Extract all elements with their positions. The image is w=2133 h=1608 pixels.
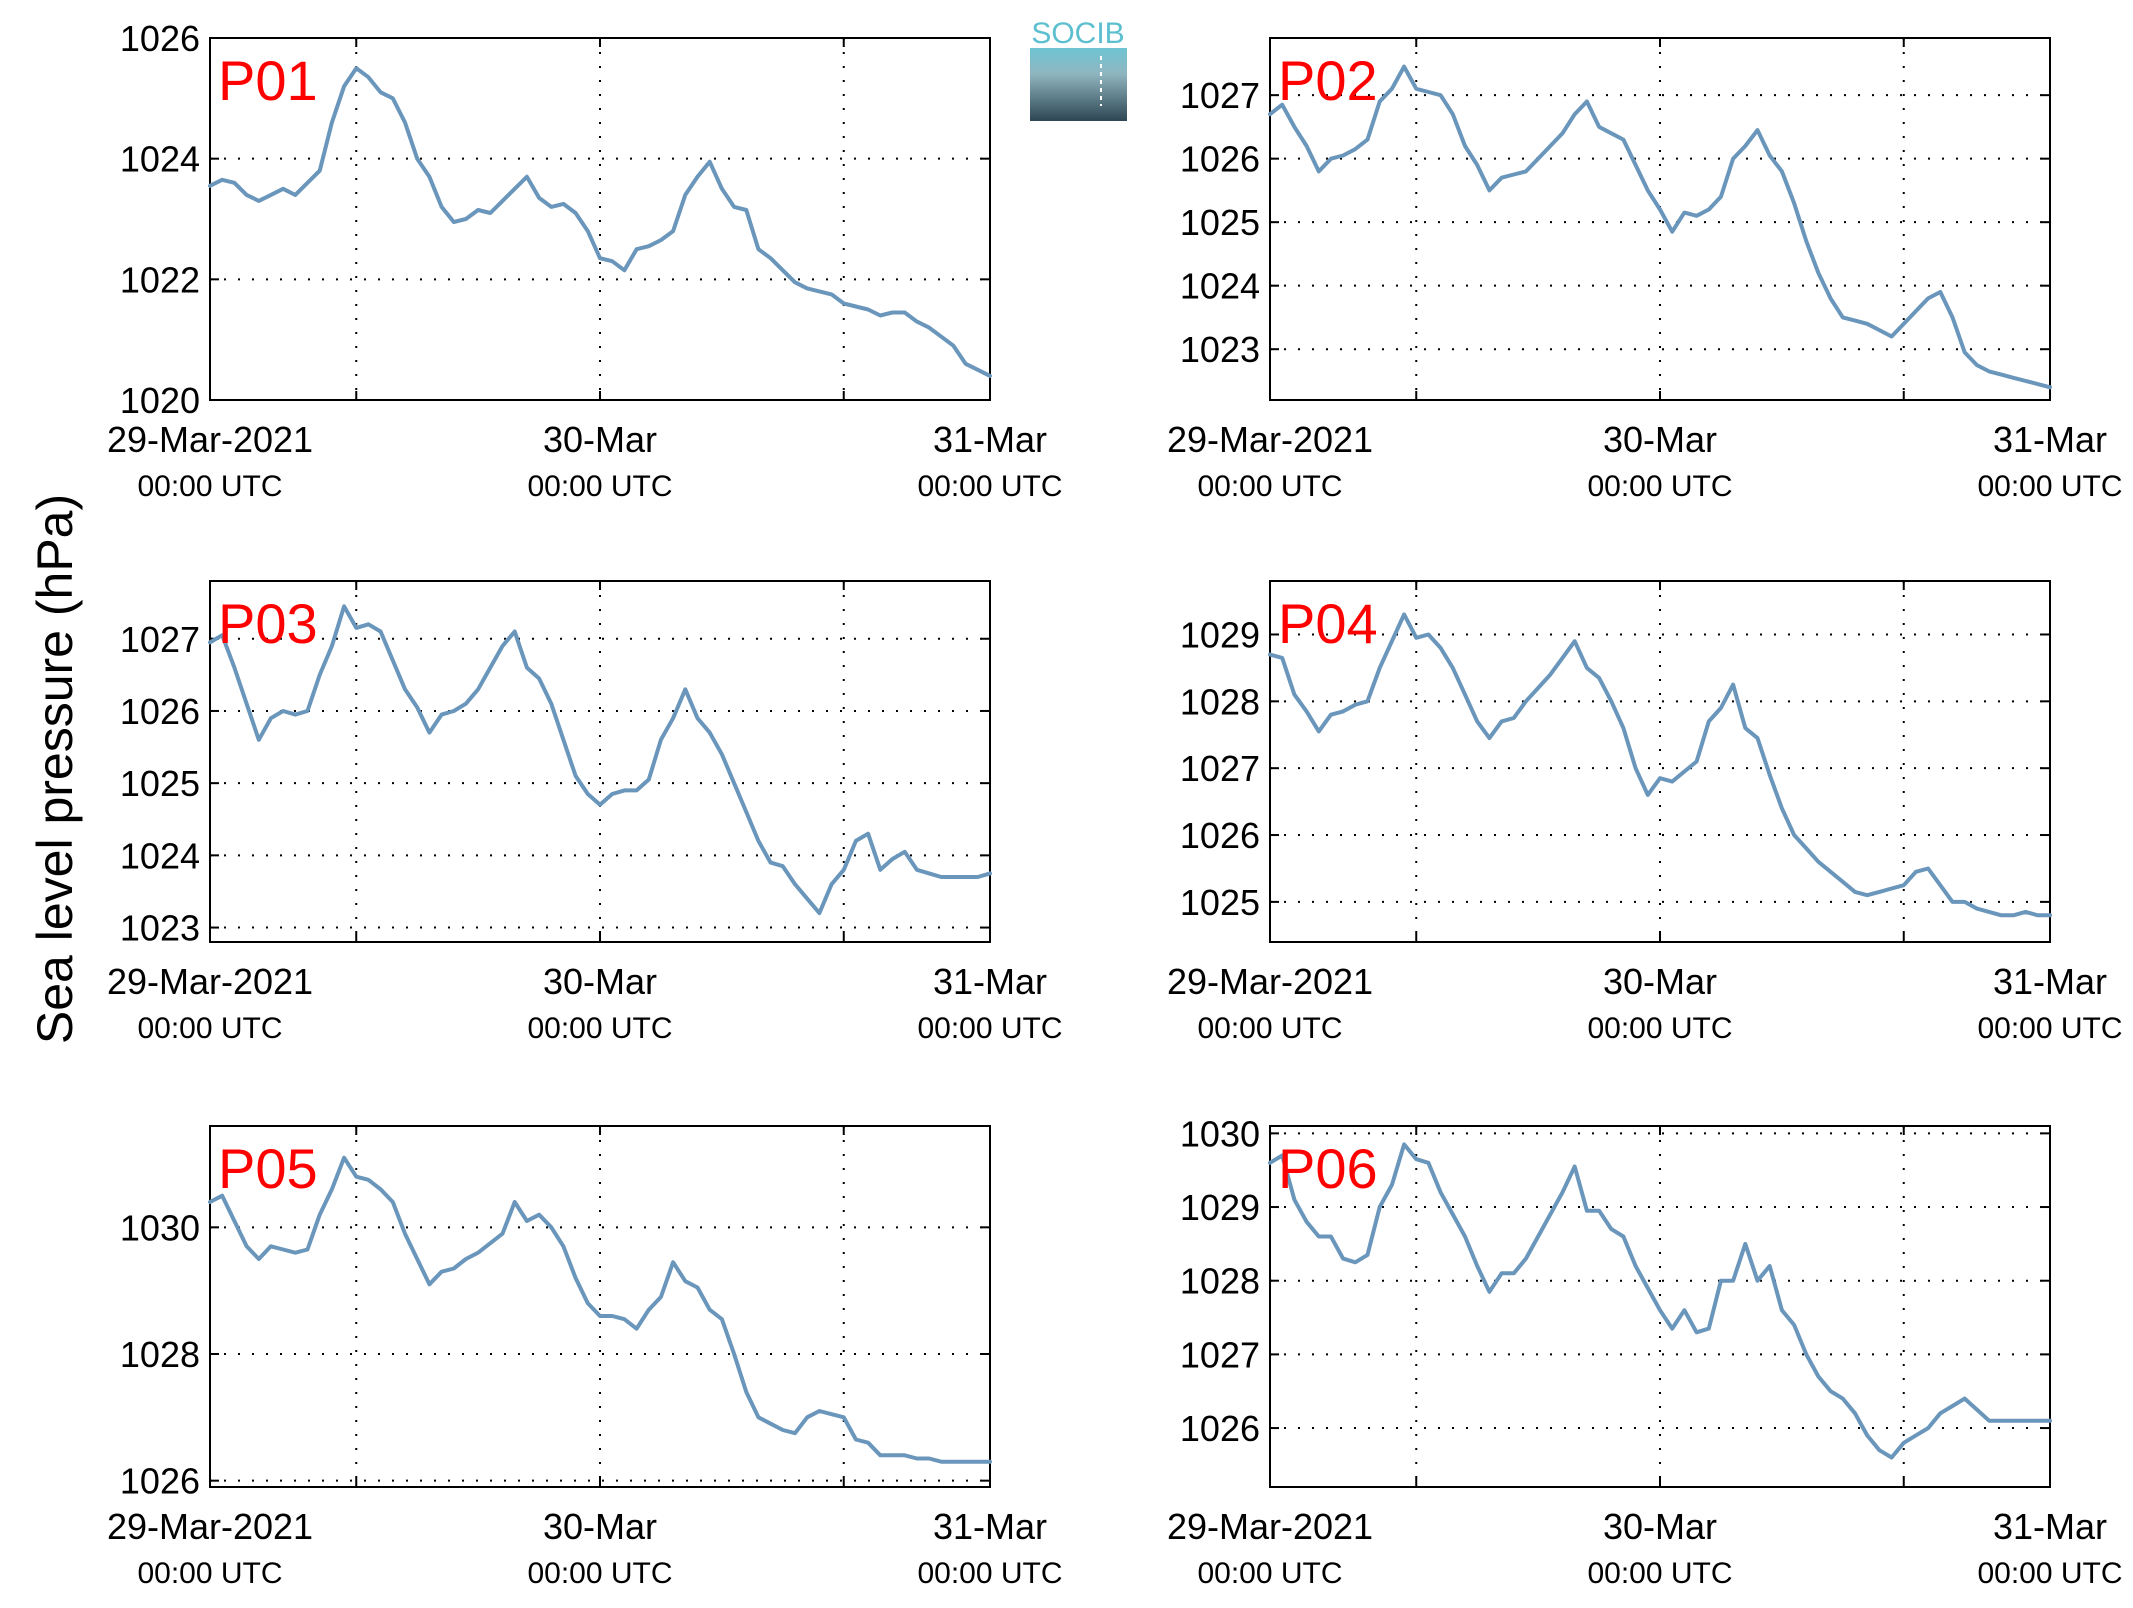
y-axis-label: Sea level pressure (hPa) bbox=[27, 494, 83, 1044]
panel-p04: 1025 1026 1027 1028 1029 29-Mar-2021 00:00 UTC… bbox=[1167, 580, 2123, 1045]
series-line bbox=[1268, 1142, 2052, 1460]
logo-text: SOCIB bbox=[1031, 17, 1124, 50]
x-tick-sublabel: 00:00 UTC bbox=[1197, 470, 1342, 503]
x-tick-label: 29-Mar-2021 bbox=[1167, 419, 1373, 460]
y-tick-label: 1027 bbox=[1180, 75, 1260, 116]
series-line bbox=[1268, 612, 2052, 918]
y-tick-label: 1025 bbox=[120, 763, 200, 804]
x-tick-label: 31-Mar bbox=[1993, 961, 2107, 1002]
panel-label: P06 bbox=[1278, 1137, 1378, 1200]
x-tick-label: 31-Mar bbox=[933, 419, 1047, 460]
y-tick-label: 1026 bbox=[1180, 815, 1260, 856]
x-tick-label: 30-Mar bbox=[1603, 961, 1717, 1002]
y-tick-label: 1028 bbox=[1180, 1261, 1260, 1302]
y-tick-label: 1024 bbox=[120, 139, 200, 180]
y-tick-label: 1028 bbox=[120, 1334, 200, 1375]
x-tick-sublabel: 00:00 UTC bbox=[1587, 470, 1732, 503]
x-tick-label: 30-Mar bbox=[1603, 1506, 1717, 1547]
x-tick-label: 30-Mar bbox=[543, 961, 657, 1002]
logo-background bbox=[1030, 48, 1127, 121]
x-tick-sublabel: 00:00 UTC bbox=[527, 470, 672, 503]
y-tick-label: 1029 bbox=[1180, 614, 1260, 655]
x-tick-label: 30-Mar bbox=[1603, 419, 1717, 460]
series-line bbox=[208, 604, 992, 916]
x-tick-label: 31-Mar bbox=[933, 1506, 1047, 1547]
x-tick-label: 29-Mar-2021 bbox=[107, 1506, 313, 1547]
x-tick-sublabel: 00:00 UTC bbox=[917, 1557, 1062, 1590]
x-tick-label: 29-Mar-2021 bbox=[107, 419, 313, 460]
panel-label: P04 bbox=[1278, 592, 1378, 655]
y-tick-label: 1026 bbox=[120, 18, 200, 59]
y-tick-label: 1026 bbox=[1180, 139, 1260, 180]
socib-logo: SOCIB bbox=[1030, 17, 1127, 121]
x-tick-sublabel: 00:00 UTC bbox=[1197, 1557, 1342, 1590]
panel-p02: 1023 1024 1025 1026 1027 29-Mar-2021 00:00 UTC… bbox=[1167, 37, 2123, 503]
x-tick-label: 30-Mar bbox=[543, 419, 657, 460]
plot-frame bbox=[1269, 580, 2051, 943]
y-tick-label: 1028 bbox=[1180, 681, 1260, 722]
y-tick-label: 1027 bbox=[120, 619, 200, 660]
x-tick-label: 31-Mar bbox=[1993, 419, 2107, 460]
x-tick-sublabel: 00:00 UTC bbox=[527, 1557, 672, 1590]
x-tick-sublabel: 00:00 UTC bbox=[917, 470, 1062, 503]
panel-p05: 1026 1028 1030 29-Mar-2021 00:00 UTC 30-Mar 00… bbox=[107, 1125, 1063, 1590]
y-tick-label: 1030 bbox=[1180, 1113, 1260, 1154]
y-tick-label: 1025 bbox=[1180, 882, 1260, 923]
y-tick-label: 1024 bbox=[120, 835, 200, 876]
plot-frame bbox=[209, 1125, 991, 1488]
y-tick-label: 1020 bbox=[120, 380, 200, 421]
x-tick-sublabel: 00:00 UTC bbox=[137, 1012, 282, 1045]
x-tick-sublabel: 00:00 UTC bbox=[1587, 1557, 1732, 1590]
series-line bbox=[208, 1155, 992, 1464]
y-tick-label: 1026 bbox=[120, 1461, 200, 1502]
x-tick-sublabel: 00:00 UTC bbox=[137, 1557, 282, 1590]
y-tick-label: 1027 bbox=[1180, 1334, 1260, 1375]
x-tick-sublabel: 00:00 UTC bbox=[1977, 1012, 2122, 1045]
y-tick-label: 1030 bbox=[120, 1207, 200, 1248]
x-tick-label: 29-Mar-2021 bbox=[1167, 1506, 1373, 1547]
plot-frame bbox=[209, 580, 991, 943]
x-tick-sublabel: 00:00 UTC bbox=[527, 1012, 672, 1045]
panel-label: P05 bbox=[218, 1137, 318, 1200]
x-tick-label: 29-Mar-2021 bbox=[1167, 961, 1373, 1002]
panel-p01: 1020 1022 1024 1026 29-Mar-2021 00:00 UTC 30-M… bbox=[107, 18, 1063, 503]
y-tick-label: 1023 bbox=[1180, 329, 1260, 370]
y-tick-label: 1023 bbox=[120, 908, 200, 949]
y-tick-label: 1029 bbox=[1180, 1187, 1260, 1228]
panel-label: P01 bbox=[218, 49, 318, 112]
y-tick-label: 1025 bbox=[1180, 202, 1260, 243]
x-tick-sublabel: 00:00 UTC bbox=[1587, 1012, 1732, 1045]
x-tick-sublabel: 00:00 UTC bbox=[1977, 1557, 2122, 1590]
y-tick-label: 1024 bbox=[1180, 266, 1260, 307]
x-tick-sublabel: 00:00 UTC bbox=[1977, 470, 2122, 503]
panel-label: P02 bbox=[1278, 49, 1378, 112]
x-tick-label: 29-Mar-2021 bbox=[107, 961, 313, 1002]
x-tick-label: 31-Mar bbox=[1993, 1506, 2107, 1547]
x-tick-sublabel: 00:00 UTC bbox=[1197, 1012, 1342, 1045]
series-line bbox=[208, 66, 992, 378]
panel-p06: 1026 1027 1028 1029 1030 29-Mar-2021 00:00 UTC… bbox=[1167, 1113, 2123, 1590]
series-line bbox=[1268, 64, 2052, 390]
x-tick-sublabel: 00:00 UTC bbox=[137, 470, 282, 503]
y-tick-label: 1026 bbox=[1180, 1408, 1260, 1449]
y-tick-label: 1026 bbox=[120, 691, 200, 732]
plot-frame bbox=[209, 37, 991, 401]
panel-label: P03 bbox=[218, 592, 318, 655]
x-tick-label: 31-Mar bbox=[933, 961, 1047, 1002]
y-tick-label: 1022 bbox=[120, 259, 200, 300]
y-tick-label: 1027 bbox=[1180, 748, 1260, 789]
panel-p03: 1023 1024 1025 1026 1027 29-Mar-2021 00:00 UTC… bbox=[107, 580, 1063, 1045]
x-tick-label: 30-Mar bbox=[543, 1506, 657, 1547]
x-tick-sublabel: 00:00 UTC bbox=[917, 1012, 1062, 1045]
